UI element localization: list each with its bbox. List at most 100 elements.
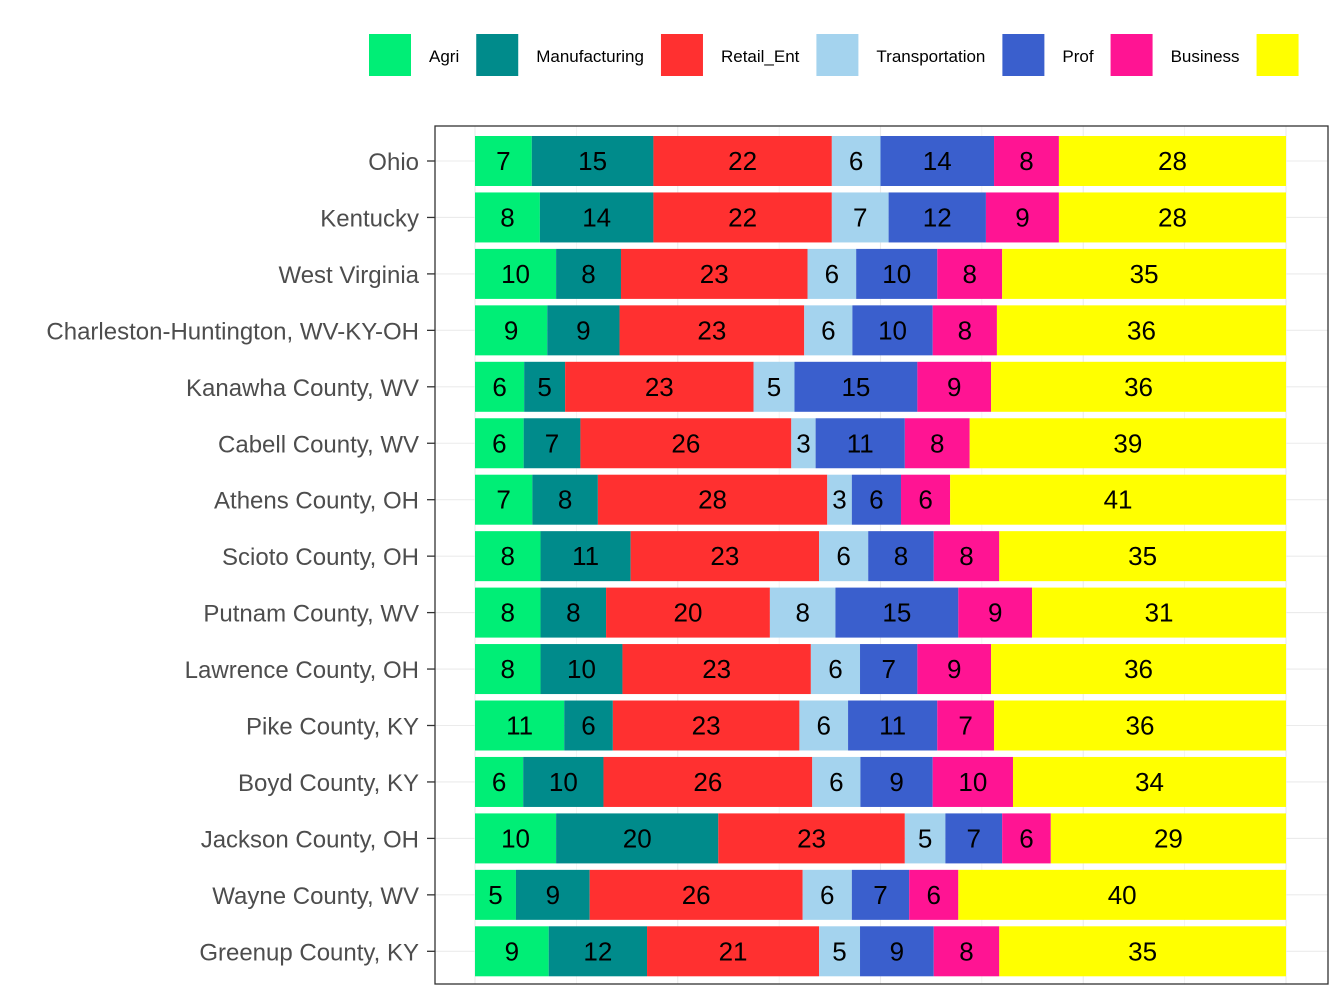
bar-segment: [917, 644, 992, 695]
bar-segment: [539, 192, 654, 243]
bar-value-label: 6: [825, 259, 839, 289]
bar-row-greenup-county-ky: 9 12 21 5 9 8 35: [475, 926, 1286, 977]
bar-value-label: 15: [841, 372, 870, 402]
bar-value-label: 9: [505, 936, 519, 966]
bar-segment: [994, 136, 1059, 186]
bar-value-label: 6: [828, 654, 842, 684]
bar-segment: [807, 248, 857, 299]
bar-value-label: 8: [501, 598, 515, 628]
bar-segment: [969, 418, 1286, 469]
bar-segment: [999, 531, 1286, 582]
bar-value-label: 6: [492, 372, 506, 402]
bar-segment: [985, 192, 1059, 243]
bar-value-label: 10: [878, 315, 907, 345]
legend-item-unnamed: [1256, 34, 1299, 76]
bar-segment: [475, 361, 525, 412]
bar-segment: [475, 587, 541, 638]
bar-segment: [523, 756, 604, 807]
bar-segment: [860, 926, 934, 977]
legend-key: [369, 34, 411, 76]
bar-value-label: 6: [492, 428, 506, 458]
bar-segment: [917, 361, 992, 412]
bar-segment: [718, 813, 905, 864]
legend-label: Prof: [1062, 47, 1093, 66]
bar-value-label: 14: [923, 146, 952, 176]
y-tick-label: Putnam County, WV: [203, 601, 419, 628]
legend-label: Agri: [429, 47, 459, 66]
bar-value-label: 28: [1158, 146, 1187, 176]
y-axis: Ohio Kentucky West Virginia Charleston-Hunt…: [46, 149, 435, 966]
bar-segment: [991, 644, 1286, 695]
bar-value-label: 22: [728, 146, 757, 176]
bar-segment: [937, 700, 995, 751]
bar-segment: [819, 531, 869, 582]
bar-segment: [802, 869, 852, 920]
bar-row-jackson-county-oh: 10 20 23 5 7 6 29: [475, 813, 1286, 864]
bar-segment: [815, 418, 905, 469]
bar-segment: [580, 418, 792, 469]
bar-segment: [475, 926, 549, 977]
bar-value-label: 5: [537, 372, 551, 402]
bar-value-label: 36: [1127, 315, 1156, 345]
bar-value-label: 29: [1154, 823, 1183, 853]
bar-segment: [994, 700, 1286, 751]
y-tick-label: Kanawha County, WV: [186, 375, 419, 402]
bar-segment: [540, 587, 607, 638]
bar-row-cabell-county-wv: 6 7 26 3 11 8 39: [475, 418, 1286, 469]
y-tick-label: Lawrence County, OH: [185, 657, 419, 684]
bar-segment: [647, 926, 820, 977]
bar-segment: [996, 305, 1286, 356]
bar-value-label: 6: [869, 485, 883, 515]
bar-segment: [848, 700, 938, 751]
bar-value-label: 28: [1158, 202, 1187, 232]
bar-value-label: 6: [829, 767, 843, 797]
bar-segment: [653, 136, 832, 186]
bar-segment: [475, 305, 548, 356]
y-tick-label: Kentucky: [320, 205, 419, 232]
bar-value-label: 36: [1124, 654, 1153, 684]
bar-value-label: 7: [853, 202, 867, 232]
bar-value-label: 11: [847, 428, 874, 458]
bar-row-pike-county-ky: 11 6 23 6 11 7 36: [475, 700, 1286, 751]
bar-segment: [597, 474, 828, 525]
y-tick-label: Scioto County, OH: [222, 544, 419, 571]
bar-value-label: 8: [959, 541, 973, 571]
legend-item-prof: Prof: [1002, 34, 1094, 76]
legend-label: Manufacturing: [536, 47, 644, 66]
bar-value-label: 8: [958, 315, 972, 345]
bar-value-label: 23: [710, 541, 739, 571]
bar-segment: [564, 700, 613, 751]
bar-value-label: 11: [879, 711, 906, 741]
bar-value-label: 10: [567, 654, 596, 684]
bar-segment: [852, 305, 933, 356]
legend-label: Transportation: [876, 47, 985, 66]
legend-key: [816, 34, 859, 76]
bar-segment: [819, 926, 861, 977]
bar-segment: [589, 869, 803, 920]
bar-row-west-virginia: 10 8 23 6 10 8 35: [475, 248, 1286, 299]
bar-value-label: 23: [645, 372, 674, 402]
bar-segment: [475, 474, 533, 525]
bar-value-label: 12: [923, 202, 952, 232]
bar-segment: [831, 136, 881, 186]
bar-value-label: 9: [890, 936, 904, 966]
bar-value-label: 31: [1145, 598, 1174, 628]
bar-segment: [851, 869, 910, 920]
bar-segment: [1032, 587, 1286, 638]
y-tick-label: Pike County, KY: [246, 714, 419, 741]
legend-item-retail-ent: Retail_Ent: [660, 34, 800, 76]
bar-segment: [999, 926, 1286, 977]
bar-value-label: 8: [558, 485, 572, 515]
bar-segment: [475, 756, 524, 807]
bar-segment: [932, 756, 1013, 807]
bar-row-ohio: 7 15 22 6 14 8 28: [475, 136, 1286, 186]
bar-value-label: 6: [836, 541, 850, 571]
legend-key: [476, 34, 519, 76]
bar-segment: [950, 474, 1286, 525]
bar-value-label: 15: [578, 146, 607, 176]
bar-value-label: 11: [506, 711, 533, 741]
bar-row-boyd-county-ky: 6 10 26 6 9 10 34: [475, 756, 1286, 807]
bar-segment: [958, 587, 1033, 638]
bar-value-label: 6: [821, 315, 835, 345]
bar-value-label: 39: [1113, 428, 1142, 458]
